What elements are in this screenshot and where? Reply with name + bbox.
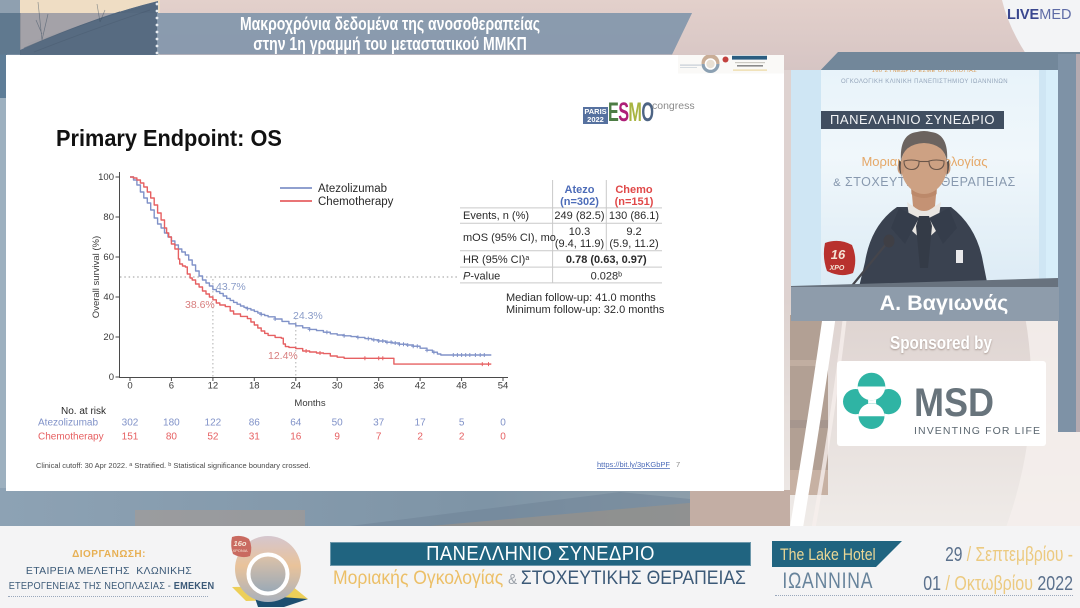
svg-text:7: 7 <box>376 432 382 443</box>
svg-text:2: 2 <box>417 432 423 443</box>
svg-text:Chemotherapy: Chemotherapy <box>38 432 104 443</box>
svg-text:0: 0 <box>127 381 132 392</box>
svg-text:12.4%: 12.4% <box>268 350 298 362</box>
svg-text:Atezolizumab: Atezolizumab <box>318 183 387 195</box>
svg-text:Median follow-up: 41.0 months: Median follow-up: 41.0 months <box>506 292 656 304</box>
svg-text:18: 18 <box>249 381 260 392</box>
svg-text:https://bit.ly/3pKGbPF: https://bit.ly/3pKGbPF <box>597 460 670 469</box>
svg-text:20: 20 <box>103 332 114 343</box>
svg-text:0: 0 <box>500 432 506 443</box>
svg-text:151: 151 <box>122 432 139 443</box>
svg-text:10.3: 10.3 <box>569 226 590 238</box>
svg-text:(5.9, 11.2): (5.9, 11.2) <box>609 238 658 250</box>
svg-text:16: 16 <box>831 247 846 262</box>
svg-text:ΧΡΟΝΙΑ: ΧΡΟΝΙΑ <box>232 548 247 553</box>
svg-text:P-value: P-value <box>463 271 500 283</box>
svg-text:Atezolizumab: Atezolizumab <box>38 418 98 429</box>
svg-text:5: 5 <box>459 418 465 429</box>
svg-text:7: 7 <box>676 460 680 469</box>
svg-text:MSD: MSD <box>914 381 994 425</box>
svg-text:80: 80 <box>103 212 114 223</box>
svg-text:Overall survival (%): Overall survival (%) <box>91 236 102 318</box>
svg-text:Months: Months <box>294 398 325 409</box>
svg-text:(9.4, 11.9): (9.4, 11.9) <box>555 238 604 250</box>
svg-text:mOS (95% CI), mo: mOS (95% CI), mo <box>463 232 556 244</box>
svg-text:16ο: 16ο <box>234 539 247 548</box>
svg-text:HR (95% CI)a: HR (95% CI)a <box>463 254 529 266</box>
svg-text:24: 24 <box>291 381 302 392</box>
svg-text:Clinical cutoff: 30 Apr 2022.: Clinical cutoff: 30 Apr 2022. a Stratifi… <box>36 461 311 470</box>
svg-text:100: 100 <box>98 172 114 183</box>
svg-text:0: 0 <box>500 418 506 429</box>
svg-text:43.7%: 43.7% <box>216 281 246 293</box>
svg-text:30: 30 <box>332 381 343 392</box>
svg-text:36: 36 <box>373 381 384 392</box>
svg-text:50: 50 <box>332 418 344 429</box>
svg-text:(n=302): (n=302) <box>560 196 599 208</box>
svg-text:Events, n (%): Events, n (%) <box>463 210 529 222</box>
svg-text:Chemotherapy: Chemotherapy <box>318 196 394 208</box>
svg-text:37: 37 <box>373 418 385 429</box>
svg-text:24.3%: 24.3% <box>293 310 323 322</box>
svg-text:31: 31 <box>249 432 261 443</box>
svg-text:16: 16 <box>290 432 302 443</box>
svg-text:6: 6 <box>169 381 174 392</box>
svg-text:Chemo: Chemo <box>615 184 653 196</box>
svg-text:(n=151): (n=151) <box>615 196 654 208</box>
svg-text:2: 2 <box>459 432 465 443</box>
svg-text:17: 17 <box>415 418 427 429</box>
svg-text:64: 64 <box>290 418 302 429</box>
svg-text:ΧΡΟ: ΧΡΟ <box>829 265 845 272</box>
svg-text:Atezo: Atezo <box>565 184 595 196</box>
svg-text:40: 40 <box>103 292 114 303</box>
svg-text:0.028b: 0.028b <box>591 271 623 283</box>
svg-text:52: 52 <box>207 432 219 443</box>
svg-text:122: 122 <box>205 418 222 429</box>
svg-text:54: 54 <box>498 381 509 392</box>
svg-text:302: 302 <box>122 418 139 429</box>
svg-text:Minimum follow-up: 32.0 months: Minimum follow-up: 32.0 months <box>506 304 665 316</box>
svg-text:0.78 (0.63, 0.97): 0.78 (0.63, 0.97) <box>566 254 647 266</box>
svg-text:80: 80 <box>166 432 178 443</box>
svg-text:No. at risk: No. at risk <box>61 406 107 417</box>
svg-text:249 (82.5): 249 (82.5) <box>554 210 604 222</box>
svg-text:130 (86.1): 130 (86.1) <box>609 210 659 222</box>
svg-text:48: 48 <box>456 381 467 392</box>
svg-text:INVENTING FOR LIFE: INVENTING FOR LIFE <box>914 425 1041 437</box>
svg-text:86: 86 <box>249 418 261 429</box>
svg-text:0: 0 <box>109 372 114 383</box>
svg-text:9: 9 <box>334 432 340 443</box>
svg-text:12: 12 <box>208 381 219 392</box>
svg-text:60: 60 <box>103 252 114 263</box>
svg-text:42: 42 <box>415 381 426 392</box>
svg-text:9.2: 9.2 <box>626 226 641 238</box>
svg-text:38.6%: 38.6% <box>185 299 215 311</box>
svg-text:180: 180 <box>163 418 180 429</box>
